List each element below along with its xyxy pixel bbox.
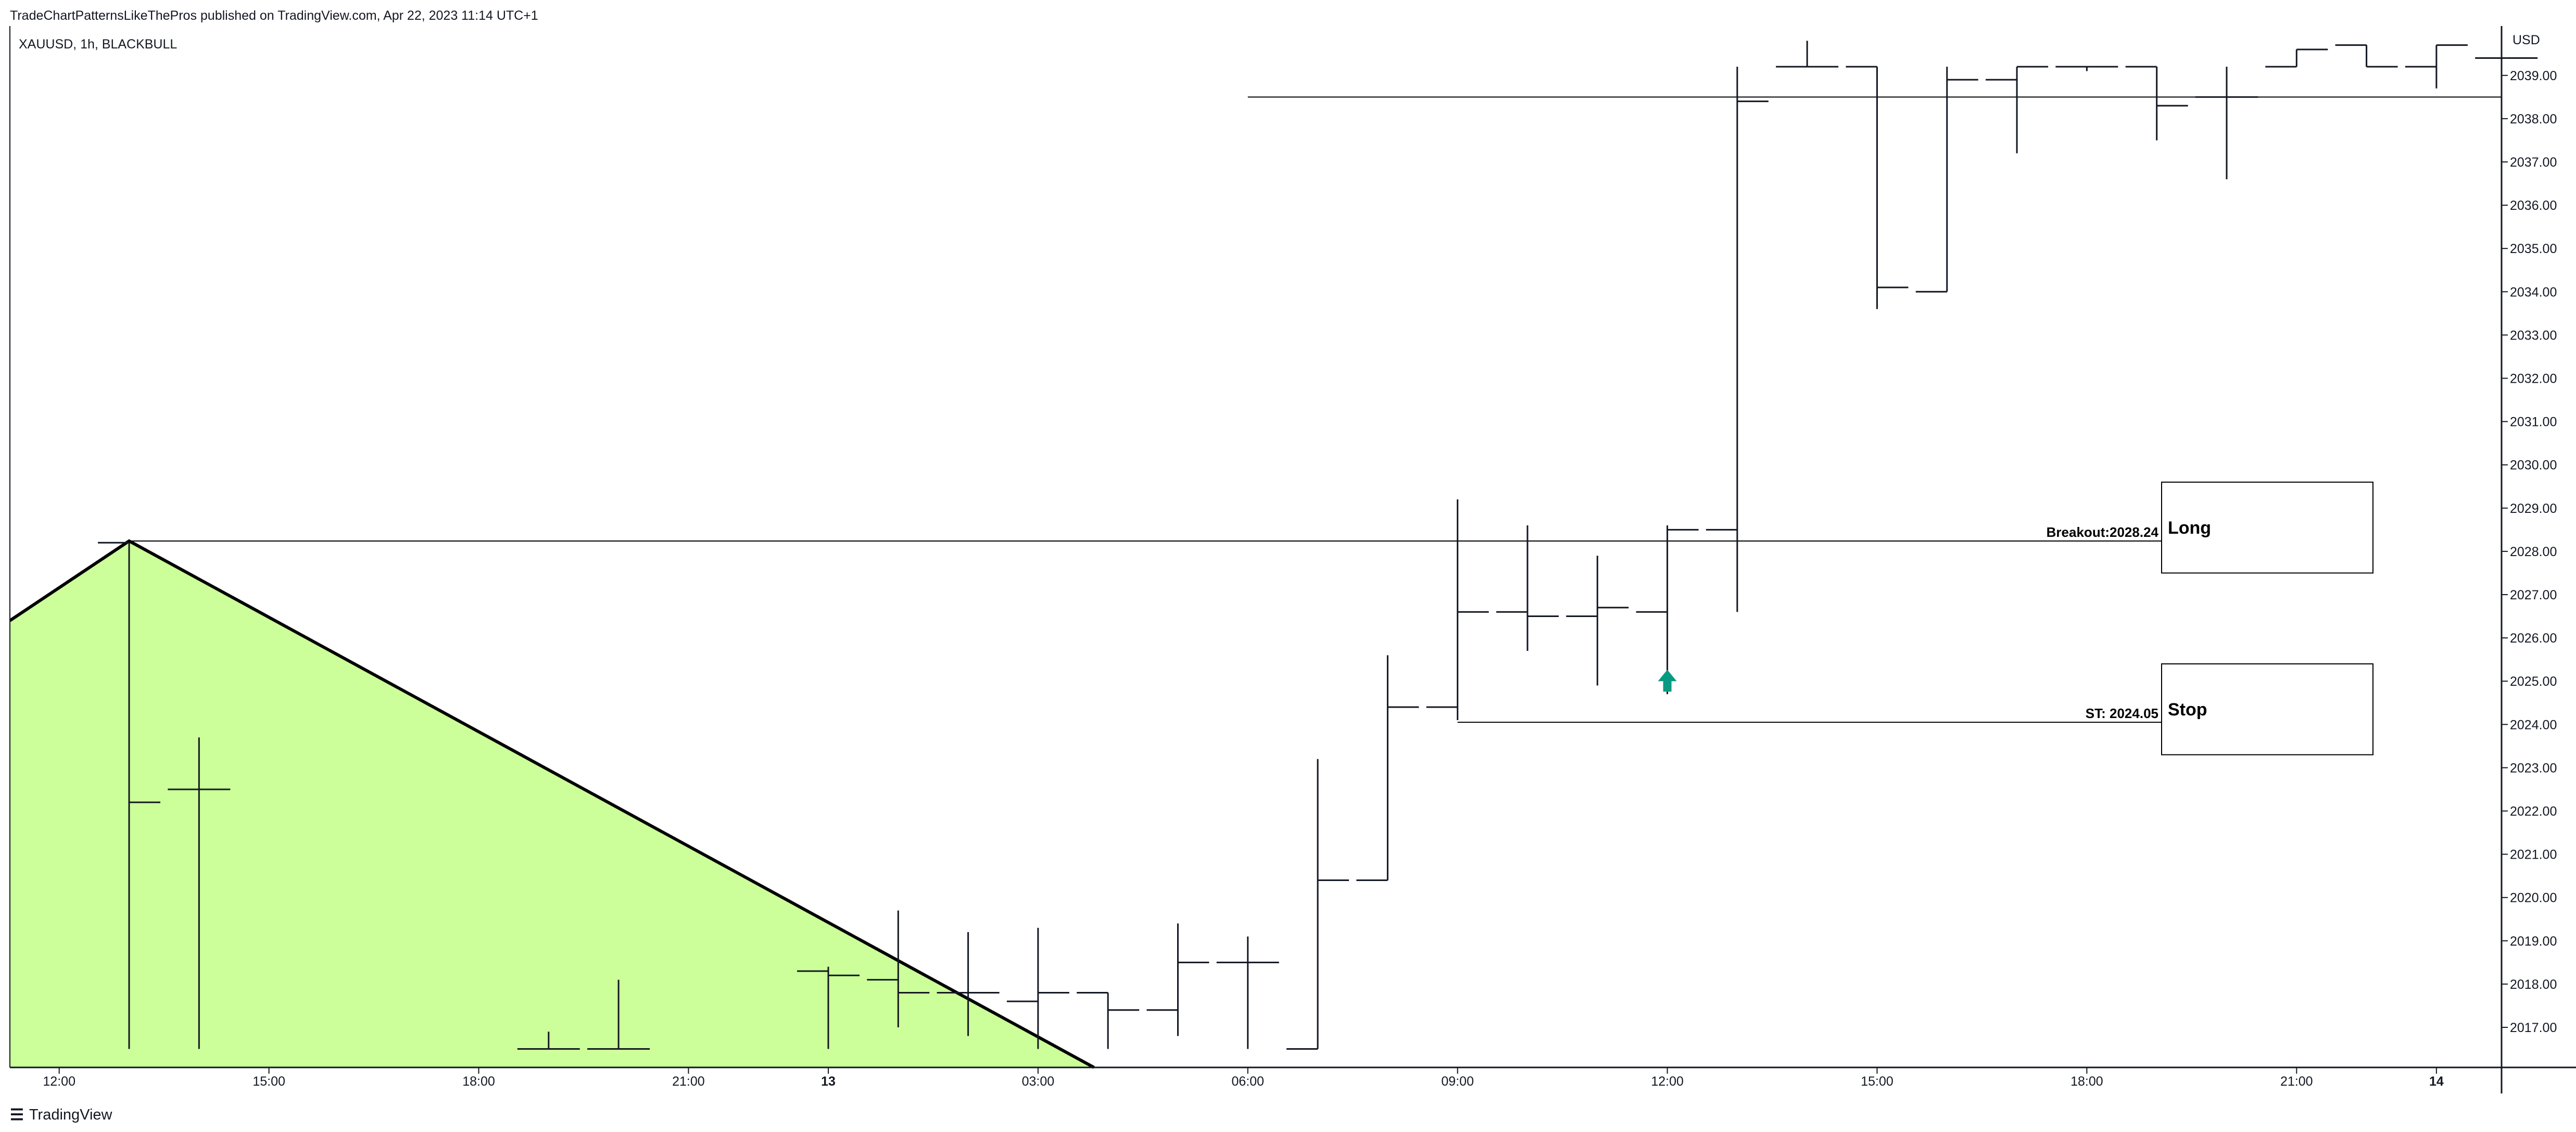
currency-label: USD xyxy=(2512,33,2540,47)
y-tick-label: 2025.00 xyxy=(2510,674,2557,689)
tradingview-logo-icon: ☰ xyxy=(10,1106,24,1124)
ohlc-bar xyxy=(1146,923,1209,1036)
y-tick-label: 2032.00 xyxy=(2510,372,2557,386)
ohlc-bar xyxy=(1915,67,1978,293)
x-tick-label: 12:00 xyxy=(43,1074,75,1089)
x-tick-label: 03:00 xyxy=(1022,1074,1055,1089)
publish-caption: TradeChartPatternsLikeThePros published … xyxy=(10,8,538,23)
ohlc-bar xyxy=(2125,66,2188,141)
y-tick-label: 2029.00 xyxy=(2510,501,2557,516)
stop-box xyxy=(2161,663,2373,756)
ohlc-bar xyxy=(2335,44,2398,68)
y-tick-label: 2038.00 xyxy=(2510,112,2557,127)
y-tick-label: 2022.00 xyxy=(2510,804,2557,819)
up-arrow-icon xyxy=(1658,670,1677,692)
ohlc-bar xyxy=(1006,927,1069,1049)
y-tick-label: 2021.00 xyxy=(2510,848,2557,862)
x-tick-label: 14 xyxy=(2429,1074,2444,1089)
ohlc-bar xyxy=(1846,66,1909,309)
y-tick-label: 2033.00 xyxy=(2510,328,2557,343)
ohlc-bar xyxy=(1776,41,1839,68)
ohlc-bar xyxy=(1706,67,1769,612)
trade-boxes: Long Stop xyxy=(2161,481,2373,756)
ohlc-bar xyxy=(1986,66,2049,154)
ohlc-bar xyxy=(1216,936,1279,1049)
ohlc-bar xyxy=(1286,759,1349,1050)
breakout-label: Breakout:2028.24 xyxy=(2047,524,2159,540)
y-tick-label: 2017.00 xyxy=(2510,1021,2557,1035)
stop-label: ST: 2024.05 xyxy=(2086,706,2158,721)
y-tick-label: 2028.00 xyxy=(2510,545,2557,559)
long-box-label: Long xyxy=(2168,518,2211,538)
ohlc-bar xyxy=(1496,525,1559,651)
ohlc-bar xyxy=(867,910,930,1027)
ohlc-bar xyxy=(1636,525,1699,695)
y-tick-label: 2034.00 xyxy=(2510,285,2557,299)
ohlc-bars xyxy=(98,41,2538,1050)
ohlc-bar xyxy=(2405,44,2468,89)
y-tick-label: 2020.00 xyxy=(2510,891,2557,905)
x-tick-label: 15:00 xyxy=(1861,1074,1893,1089)
y-tick-label: 2039.00 xyxy=(2510,69,2557,83)
ohlc-bar xyxy=(2055,66,2118,71)
y-tick-label: 2037.00 xyxy=(2510,155,2557,170)
ohlc-bar xyxy=(2195,67,2258,180)
x-tick-label: 15:00 xyxy=(252,1074,285,1089)
x-tick-label: 18:00 xyxy=(2070,1074,2103,1089)
ohlc-bar xyxy=(937,932,1000,1036)
ohlc-bar xyxy=(1077,992,1140,1049)
stop-box-label: Stop xyxy=(2168,700,2207,720)
footer-brand[interactable]: ☰ TradingView xyxy=(10,1106,112,1124)
triangle-fill xyxy=(10,540,1094,1067)
brand-name: TradingView xyxy=(29,1106,112,1123)
axes: USD 2017.00 2018.00 2019.00 2020.00 2021.00 20… xyxy=(9,26,2576,1093)
ohlc-bar xyxy=(797,966,860,1049)
x-tick-label: 21:00 xyxy=(2280,1074,2313,1089)
ohlc-bar xyxy=(2265,48,2328,68)
x-tick-label: 12:00 xyxy=(1651,1074,1684,1089)
x-tick-label: 18:00 xyxy=(462,1074,495,1089)
x-tick-label: 21:00 xyxy=(672,1074,705,1089)
y-tick-label: 2019.00 xyxy=(2510,934,2557,949)
x-tick-label: 09:00 xyxy=(1441,1074,1474,1089)
y-tick-label: 2023.00 xyxy=(2510,761,2557,775)
y-tick-label: 2018.00 xyxy=(2510,977,2557,992)
y-tick-label: 2035.00 xyxy=(2510,242,2557,256)
annotation-lines: Breakout:2028.24 ST: 2024.05 xyxy=(129,96,2502,723)
ohlc-bar xyxy=(98,542,160,1049)
y-tick-label: 2026.00 xyxy=(2510,631,2557,646)
triangle-pattern xyxy=(9,539,1095,1069)
y-tick-label: 2027.00 xyxy=(2510,588,2557,602)
ohlc-bar xyxy=(1356,655,1419,881)
y-tick-label: 2030.00 xyxy=(2510,458,2557,473)
ohlc-bar xyxy=(587,979,650,1050)
x-tick-label: 06:00 xyxy=(1232,1074,1265,1089)
x-tick-label: 13 xyxy=(821,1074,836,1089)
y-tick-label: 2024.00 xyxy=(2510,718,2557,732)
long-box xyxy=(2161,481,2373,574)
ohlc-bar xyxy=(517,1032,580,1050)
ohlc-bar xyxy=(1566,556,1629,686)
y-tick-label: 2036.00 xyxy=(2510,198,2557,213)
symbol-legend: XAUUSD, 1h, BLACKBULL xyxy=(19,37,178,52)
ohlc-bar xyxy=(1426,499,1489,720)
ohlc-bar xyxy=(168,737,231,1049)
y-tick-label: 2031.00 xyxy=(2510,415,2557,430)
